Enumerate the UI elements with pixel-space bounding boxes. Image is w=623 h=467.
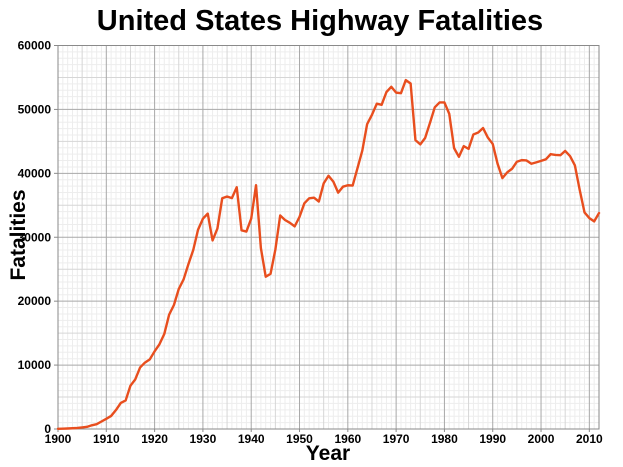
x-tick-label: 2010 [576, 432, 603, 446]
y-tick-label: 30000 [18, 230, 52, 244]
axis-tick-labels: 1900 1910 1920 1930 1940 1950 1960 1970 1980 1990… [18, 39, 603, 447]
x-tick-label: 2000 [528, 432, 555, 446]
x-tick-label: 1980 [431, 432, 458, 446]
x-tick-label: 1910 [93, 432, 120, 446]
chart-title: United States Highway Fatalities [96, 5, 544, 37]
x-tick-label: 1960 [334, 432, 361, 446]
x-tick-label: 1930 [190, 432, 217, 446]
grid-major [57, 45, 599, 430]
y-tick-label: 50000 [18, 102, 52, 116]
x-tick-label: 1950 [286, 432, 313, 446]
y-tick-label: 10000 [18, 358, 52, 372]
y-tick-label: 20000 [18, 294, 52, 308]
y-axis-title: Fatalities [7, 189, 30, 281]
x-tick-label: 1970 [383, 432, 410, 446]
y-tick-label: 40000 [18, 166, 52, 180]
fatalities-series-line [56, 78, 601, 430]
x-axis-title: Year [305, 442, 351, 465]
x-tick-label: 1940 [238, 432, 265, 446]
y-tick-label: 0 [44, 422, 51, 436]
y-tick-label: 60000 [18, 39, 52, 53]
x-tick-label: 1920 [141, 432, 168, 446]
x-tick-label: 1900 [45, 432, 72, 446]
x-tick-label: 1990 [479, 432, 506, 446]
